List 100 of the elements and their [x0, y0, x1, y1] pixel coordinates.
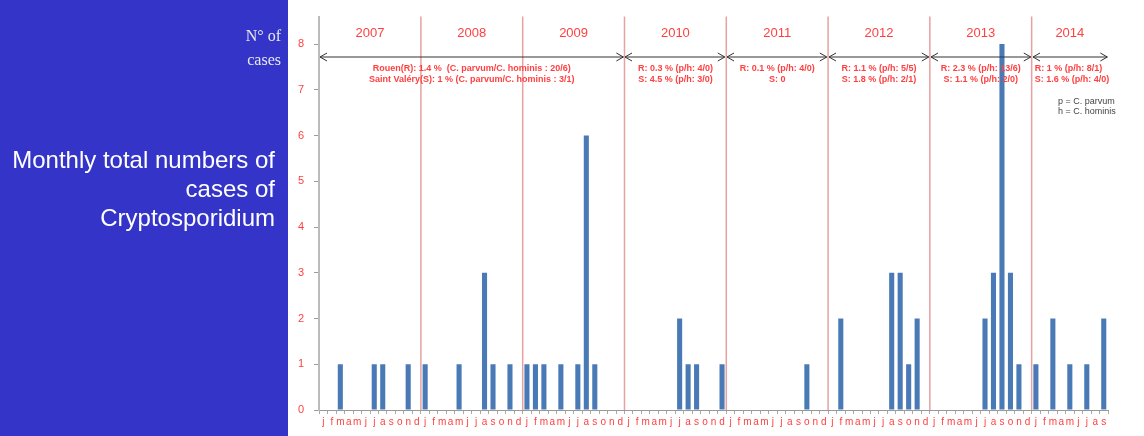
- x-tick-label: d: [413, 415, 420, 427]
- bar: [906, 364, 912, 410]
- x-tick-label: a: [854, 415, 861, 427]
- x-tick-label: f: [737, 415, 741, 427]
- bar: [914, 318, 920, 410]
- y-tick-label: 3: [297, 265, 305, 278]
- x-tick-label: j: [567, 415, 571, 427]
- x-tick-label: o: [600, 415, 607, 427]
- bar: [1016, 364, 1022, 410]
- x-tick-label: a: [549, 415, 556, 427]
- y-tick-label: 8: [297, 37, 305, 50]
- annotation: R: 0.1 % (p/h: 4/0) S: 0: [739, 63, 815, 85]
- y-tick-label: 4: [297, 220, 305, 233]
- x-tick-label: f: [534, 415, 538, 427]
- x-tick-label: n: [914, 415, 920, 427]
- bar: [719, 364, 725, 410]
- bar: [592, 364, 598, 410]
- x-tick-label: j: [524, 415, 529, 427]
- text: Monthly total numbers of cases of Cryptosporidium: [11, 145, 275, 232]
- bar: [897, 272, 903, 410]
- bar: [677, 318, 683, 410]
- y-tick-label: 7: [297, 82, 305, 95]
- x-tick-label: j: [881, 415, 885, 427]
- x-tick-label: o: [804, 415, 811, 427]
- bar: [524, 364, 530, 410]
- bar: [1050, 318, 1056, 410]
- y-tick-label: 2: [297, 311, 305, 324]
- x-tick-label: d: [719, 415, 725, 427]
- x-tick-label: j: [473, 415, 478, 427]
- y-tick-label: 1: [297, 357, 305, 370]
- x-tick-label: j: [423, 415, 427, 427]
- x-tick-label: s: [897, 415, 903, 427]
- annotation: 2010: [660, 25, 690, 41]
- x-tick-label: j: [830, 415, 834, 427]
- x-tick-label: o: [905, 415, 912, 427]
- x-tick-label: a: [1092, 415, 1099, 427]
- x-tick-label: a: [379, 415, 386, 427]
- bar: [1101, 318, 1107, 410]
- x-tick-label: j: [321, 415, 325, 427]
- bar: [694, 364, 700, 410]
- bar: [490, 364, 496, 410]
- x-tick-label: f: [635, 415, 639, 427]
- bar: [1033, 364, 1039, 410]
- x-tick-label: n: [608, 415, 615, 427]
- x-tick-label: f: [839, 415, 843, 427]
- bar: [1067, 364, 1073, 410]
- x-tick-label: j: [982, 415, 987, 427]
- annotation: 2008: [457, 25, 487, 41]
- x-tick-label: m: [1048, 415, 1058, 427]
- x-tick-label: d: [617, 415, 624, 427]
- bar: [532, 364, 538, 410]
- bar: [1007, 272, 1013, 410]
- y-tick-label: 5: [297, 174, 305, 187]
- x-tick-label: m: [946, 415, 956, 427]
- x-tick-label: j: [465, 415, 469, 427]
- x-tick-label: a: [447, 415, 454, 427]
- x-tick-label: j: [1033, 415, 1038, 427]
- x-tick-label: a: [346, 415, 353, 427]
- bar: [990, 272, 997, 410]
- annotation: 2007: [355, 25, 385, 41]
- x-tick-label: o: [1007, 415, 1014, 427]
- x-tick-label: m: [454, 415, 464, 427]
- x-tick-label: n: [710, 415, 717, 427]
- x-tick-label: j: [575, 415, 579, 427]
- x-tick-label: a: [787, 415, 794, 427]
- x-tick-label: j: [931, 415, 936, 427]
- x-tick-label: j: [974, 415, 978, 427]
- x-tick-label: d: [515, 415, 522, 427]
- bar: [889, 272, 895, 410]
- bar: [456, 364, 462, 410]
- bar: [575, 364, 581, 410]
- annotation: 2011: [763, 25, 792, 41]
- x-tick-label: a: [990, 415, 997, 427]
- x-tick-label: f: [330, 415, 334, 427]
- x-tick-label: m: [743, 415, 752, 427]
- x-tick-label: o: [498, 415, 505, 427]
- x-tick-label: m: [658, 415, 667, 427]
- annotation: R: 0.3 % (p/h: 4/0) S: 4.5 % (p/h: 3/0): [637, 63, 713, 85]
- bar: [405, 364, 411, 410]
- x-tick-label: n: [1016, 415, 1022, 427]
- x-tick-label: d: [922, 415, 929, 427]
- x-tick-label: m: [963, 415, 973, 427]
- bar: [507, 364, 513, 410]
- bar: [558, 364, 564, 410]
- x-tick-label: j: [626, 415, 630, 427]
- x-tick-label: m: [336, 415, 345, 427]
- x-tick-label: j: [677, 415, 681, 427]
- x-tick-label: j: [1076, 415, 1080, 427]
- annotation: 2012: [864, 25, 894, 41]
- x-tick-label: d: [1024, 415, 1031, 427]
- annotation: Rouen(R): 1.4 % (C. parvum/C. hominis : 20/6) Saint Valéry(S): 1 % (C. parvum/C. hominis : 3/1): [369, 63, 575, 85]
- x-tick-label: f: [432, 415, 436, 427]
- annotation: 2013: [966, 25, 996, 41]
- x-tick-label: a: [1058, 415, 1065, 427]
- x-tick-label: j: [872, 415, 876, 427]
- x-tick-label: m: [641, 415, 650, 427]
- x-tick-label: n: [507, 415, 513, 427]
- annotation: 2014: [1055, 25, 1085, 41]
- annotation: R: 1.1 % (p/h: 5/5) S: 1.8 % (p/h: 2/1): [841, 63, 917, 85]
- x-tick-label: j: [779, 415, 783, 427]
